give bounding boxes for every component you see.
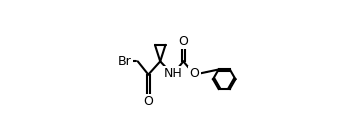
Text: O: O: [143, 95, 153, 108]
Text: O: O: [178, 35, 188, 48]
Text: O: O: [190, 67, 199, 80]
Text: NH: NH: [163, 67, 182, 80]
Text: Br: Br: [118, 55, 131, 68]
